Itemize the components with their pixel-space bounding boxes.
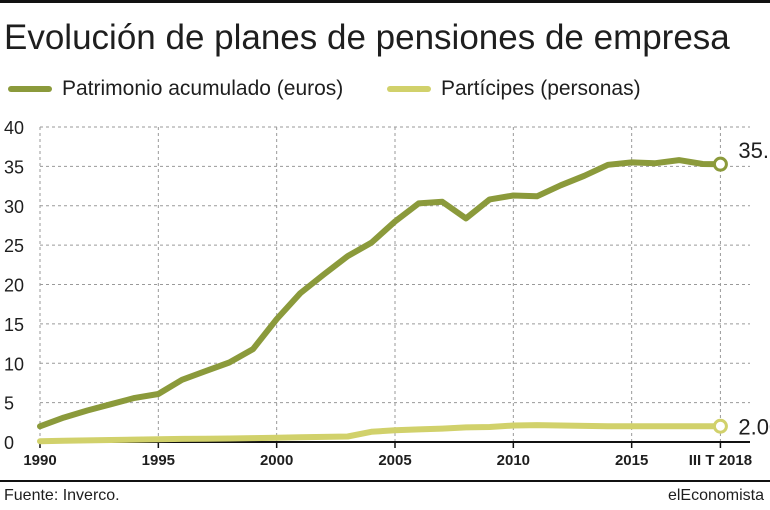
brand-logo: elEconomista bbox=[667, 487, 764, 504]
legend: Patrimonio acumulado (euros) Partícipes … bbox=[4, 74, 764, 104]
y-tick-label: 20 bbox=[4, 276, 24, 296]
x-tick-label: 1990 bbox=[23, 452, 56, 469]
legend-label-patrimonio: Patrimonio acumulado (euros) bbox=[62, 77, 344, 100]
series-end-marker-0 bbox=[712, 156, 728, 172]
legend-swatch-participes bbox=[387, 86, 431, 92]
line-chart: 0 5 10 15 20 25 30 35 40 1990 1995 2000 2005 2010 2015… bbox=[4, 118, 770, 469]
legend-swatch-patrimonio bbox=[8, 86, 52, 92]
x-tick-label: III T 2018 bbox=[689, 452, 752, 469]
y-tick-label: 0 bbox=[4, 433, 14, 453]
x-tick-label: 1995 bbox=[142, 452, 175, 469]
x-tick-label: 2015 bbox=[615, 452, 648, 469]
legend-item-participes: Partícipes (personas) bbox=[387, 74, 641, 104]
y-tick-label: 30 bbox=[4, 197, 24, 217]
chart-title: Evolución de planes de pensiones de empr… bbox=[4, 18, 730, 57]
bottom-rule bbox=[0, 480, 770, 482]
series-end-marker-1 bbox=[712, 418, 728, 434]
top-rule bbox=[0, 0, 770, 3]
y-tick-label: 35 bbox=[4, 157, 24, 177]
y-tick-label: 15 bbox=[4, 315, 24, 335]
y-tick-label: 40 bbox=[4, 118, 24, 138]
series-line-1 bbox=[37, 422, 724, 445]
y-tick-label: 5 bbox=[4, 394, 14, 414]
series-line-0 bbox=[37, 157, 724, 430]
series-end-label-1: 2.002.658 bbox=[738, 414, 770, 439]
legend-label-participes: Partícipes (personas) bbox=[441, 77, 641, 100]
source-note: Fuente: Inverco. bbox=[4, 487, 120, 504]
y-tick-label: 25 bbox=[4, 236, 24, 256]
x-tick-label: 2010 bbox=[497, 452, 530, 469]
y-tick-label: 10 bbox=[4, 354, 24, 374]
x-tick-label: 2000 bbox=[260, 452, 293, 469]
legend-item-patrimonio: Patrimonio acumulado (euros) bbox=[8, 74, 343, 104]
x-tick-label: 2005 bbox=[378, 452, 411, 469]
series-end-label-0: 35.282.970 bbox=[738, 138, 770, 163]
